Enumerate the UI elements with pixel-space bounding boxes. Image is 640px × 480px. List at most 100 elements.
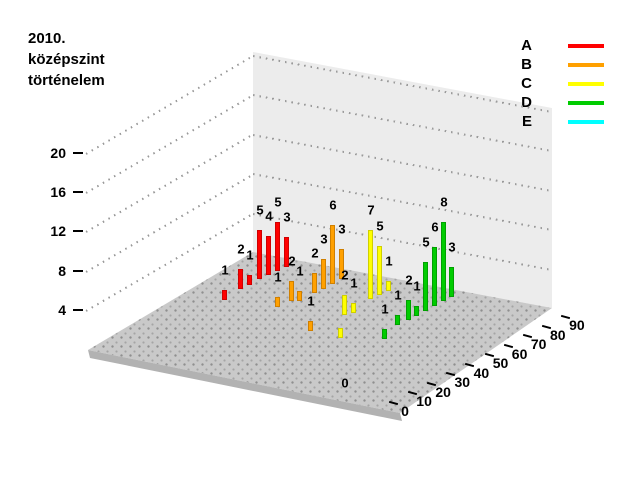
title-line-1: 2010.	[28, 30, 66, 47]
legend-color-line	[568, 44, 604, 48]
bar-series-B	[275, 297, 280, 307]
chart-title: 2010. középszint történelem	[28, 28, 105, 91]
bar-series-B	[289, 281, 294, 301]
z-tick-label-20: 20	[50, 145, 66, 161]
bar-value-label: 6	[431, 219, 439, 235]
bar-series-C	[368, 230, 373, 299]
x-tick-label-0: 0	[401, 403, 409, 419]
bar-value-label: 3	[338, 221, 346, 237]
legend-item-b: B	[521, 56, 610, 74]
bar-series-D	[406, 300, 411, 320]
legend-item-d: D	[521, 94, 610, 112]
z-tick-mark	[73, 230, 83, 233]
z-grid-guide	[85, 55, 254, 155]
bar-value-label: 4	[265, 208, 273, 224]
bar-value-label: 1	[246, 247, 254, 263]
bar-series-B	[308, 321, 313, 331]
bar-value-label: 2	[341, 267, 349, 283]
bar-value-label: 1	[307, 293, 315, 309]
z-tick-mark	[73, 191, 83, 194]
bar-series-C	[351, 303, 356, 313]
bar-value-label: 7	[367, 202, 375, 218]
z-grid-guide	[85, 173, 254, 273]
bar-series-A	[247, 275, 252, 285]
bar-series-D	[432, 246, 437, 306]
bar-series-D	[449, 267, 454, 297]
bar-series-D	[395, 315, 400, 325]
bar-value-label: 6	[329, 197, 337, 213]
legend-color-line	[568, 63, 604, 67]
bar-value-label: 1	[221, 262, 229, 278]
bar-series-C	[338, 328, 343, 338]
bar-value-label: 3	[320, 231, 328, 247]
legend-label: D	[521, 94, 532, 111]
legend-label: B	[521, 56, 532, 73]
bar-value-label: 1	[350, 275, 358, 291]
x-tick-mark	[560, 314, 570, 320]
bar-series-B	[321, 259, 326, 289]
x-tick-mark	[503, 343, 513, 348]
legend-item-c: C	[521, 75, 610, 93]
z-tick-label-4: 4	[58, 301, 66, 318]
bar-value-label: 1	[385, 253, 393, 269]
x-tick-label-70: 70	[530, 336, 547, 353]
bar-series-A	[257, 229, 262, 279]
legend-color-line	[568, 120, 604, 124]
z-tick-label-8: 8	[58, 262, 66, 279]
legend-item-a: A	[521, 37, 610, 55]
bar-series-C	[342, 295, 347, 315]
bar-series-B	[339, 249, 344, 279]
bar-value-label: 5	[376, 218, 384, 234]
x-tick-label-90: 90	[569, 317, 585, 334]
bar-series-A	[275, 221, 280, 271]
bar-series-A	[284, 237, 289, 267]
x-tick-label-10: 10	[416, 393, 432, 410]
zero-value-label: 0	[341, 375, 349, 391]
bar-series-D	[441, 222, 446, 301]
bar-value-label: 2	[405, 272, 413, 288]
bar-series-D	[423, 261, 428, 311]
bar-value-label: 5	[256, 202, 264, 218]
legend-color-line	[568, 82, 604, 86]
title-line-2: középszint	[28, 51, 105, 68]
x-tick-label-50: 50	[492, 355, 509, 372]
bar-value-label: 3	[283, 209, 291, 225]
bar-series-A	[222, 290, 227, 300]
bar-value-label: 1	[274, 269, 282, 285]
x-tick-mark	[484, 353, 494, 358]
bar-series-D	[414, 306, 419, 316]
x-tick-label-30: 30	[454, 374, 471, 391]
bar-series-A	[238, 269, 243, 289]
z-tick-mark	[73, 152, 83, 154]
bar-value-label: 8	[440, 194, 448, 210]
bar-value-label: 1	[394, 287, 402, 303]
bar-series-C	[386, 281, 391, 291]
bar-series-B	[312, 273, 317, 293]
z-grid-guide	[85, 133, 254, 234]
z-tick-label-12: 12	[50, 223, 66, 240]
z-grid-guide	[85, 94, 254, 195]
bar-value-label: 1	[413, 278, 421, 294]
bar-series-A	[266, 235, 271, 275]
bar-value-label: 1	[296, 263, 304, 279]
bar-value-label: 2	[288, 253, 296, 269]
z-tick-label-16: 16	[50, 184, 66, 201]
bar-series-C	[377, 245, 382, 295]
legend-label: C	[521, 75, 532, 92]
title-line-3: történelem	[28, 72, 105, 89]
legend-label: A	[521, 37, 532, 54]
legend-label: E	[521, 113, 532, 130]
x-tick-mark	[541, 324, 551, 329]
x-tick-label-20: 20	[435, 383, 451, 400]
bar-value-label: 2	[237, 241, 245, 257]
z-tick-mark	[73, 308, 83, 311]
bar-series-B	[297, 291, 302, 301]
bar-series-B	[330, 224, 335, 284]
bar-value-label: 2	[311, 245, 319, 261]
x-tick-label-60: 60	[511, 345, 528, 362]
x-tick-label-80: 80	[550, 326, 566, 343]
legend-color-line	[568, 101, 604, 105]
bar-series-D	[382, 329, 387, 339]
x-tick-mark	[522, 334, 532, 339]
